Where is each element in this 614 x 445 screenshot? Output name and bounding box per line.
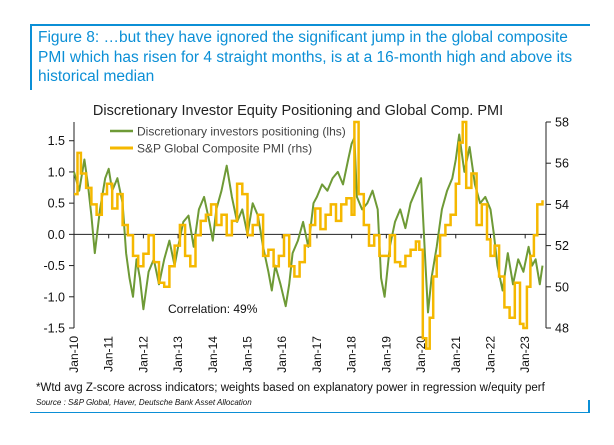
- x-tick-label: Jan-17: [310, 336, 324, 373]
- source-note: Source : S&P Global, Haver, Deutsche Ban…: [36, 398, 252, 407]
- left-tick-label: -1.5: [43, 322, 65, 336]
- right-tick-label: 58: [555, 116, 569, 130]
- right-tick-label: 52: [555, 239, 569, 253]
- left-tick-label: 0.0: [48, 228, 65, 242]
- x-tick-label: Jan-13: [171, 336, 185, 373]
- left-tick-label: -1.0: [43, 290, 65, 304]
- x-tick-label: Jan-12: [136, 336, 150, 373]
- x-tick-label: Jan-16: [275, 336, 289, 373]
- right-tick-label: 48: [555, 322, 569, 336]
- x-tick-label: Jan-23: [518, 336, 532, 373]
- chart-title: Discretionary Investor Equity Positionin…: [93, 103, 503, 119]
- footnote: *Wtd avg Z-score across indicators; weig…: [36, 382, 545, 394]
- left-tick-label: 0.5: [48, 197, 65, 211]
- left-tick-label: 1.5: [48, 134, 65, 148]
- legend-label-pmi: S&P Global Composite PMI (rhs): [137, 142, 312, 156]
- bottom-end-rule: [588, 400, 590, 413]
- x-tick-label: Jan-11: [102, 336, 116, 372]
- series-line-pmi: [74, 120, 544, 350]
- series-line-positioning: [73, 133, 544, 314]
- correlation-annotation: Correlation: 49%: [168, 302, 258, 316]
- side-rule: [30, 24, 32, 90]
- x-tick-label: Jan-20: [414, 336, 428, 373]
- right-tick-label: 50: [555, 280, 569, 294]
- x-tick-label: Jan-15: [241, 336, 255, 373]
- x-tick-label: Jan-10: [67, 336, 81, 373]
- left-tick-label: -0.5: [43, 259, 65, 273]
- left-tick-label: 1.0: [48, 165, 65, 179]
- x-tick-label: Jan-14: [206, 336, 220, 373]
- legend: Discretionary investors positioning (lhs…: [110, 125, 346, 156]
- x-tick-label: Jan-21: [449, 336, 463, 373]
- bottom-rule: [30, 412, 590, 413]
- right-tick-label: 54: [555, 198, 569, 212]
- x-tick-label: Jan-18: [345, 336, 359, 373]
- x-tick-label: Jan-19: [379, 336, 393, 373]
- x-tick-label: Jan-22: [483, 336, 497, 373]
- legend-label-positioning: Discretionary investors positioning (lhs…: [137, 125, 346, 139]
- figure-title: Figure 8: …but they have ignored the sig…: [38, 29, 573, 85]
- top-rule: [30, 24, 590, 26]
- right-tick-label: 56: [555, 157, 569, 171]
